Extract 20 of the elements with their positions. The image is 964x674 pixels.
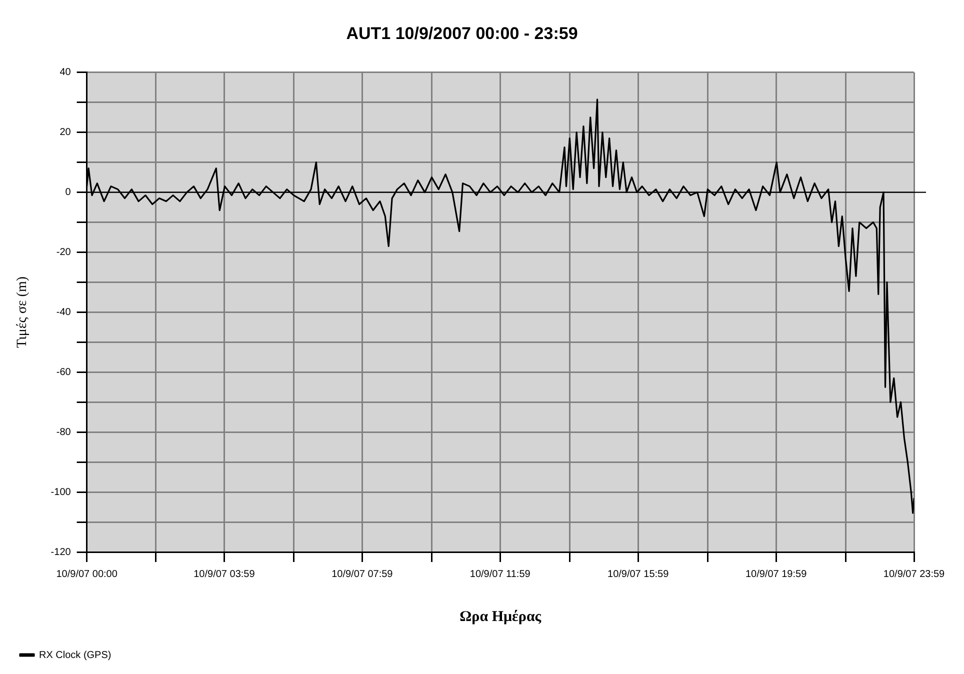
y-tick-label: -100 <box>50 486 72 498</box>
y-tick-label: -20 <box>56 247 72 258</box>
y-tick-label: 0 <box>65 187 72 198</box>
x-tick-label: 10/9/07 11:59 <box>470 568 531 580</box>
x-tick-label: 10/9/07 00:00 <box>56 568 118 580</box>
x-tick-label: 10/9/07 19:59 <box>745 568 808 580</box>
x-tick-label: 10/9/07 23:59 <box>883 568 946 580</box>
legend-label: RX Clock (GPS) <box>39 650 112 661</box>
y-tick-label: -60 <box>56 366 72 378</box>
y-tick-label: -40 <box>56 306 72 318</box>
y-axis-title: Τιμές σε (m) <box>15 276 30 348</box>
chart-title: AUT1 10/9/2007 00:00 - 23:59 <box>346 24 578 43</box>
y-tick-label: -120 <box>50 546 72 558</box>
x-tick-label: 10/9/07 03:59 <box>194 568 256 580</box>
x-tick-label: 10/9/07 15:59 <box>607 568 670 580</box>
y-tick-label: -80 <box>56 426 72 438</box>
y-tick-label: 20 <box>60 127 72 138</box>
x-axis-title: Ωρα Ημέρας <box>460 608 542 625</box>
x-tick-label: 10/9/07 07:59 <box>332 568 394 580</box>
y-tick-label: 40 <box>60 67 72 78</box>
